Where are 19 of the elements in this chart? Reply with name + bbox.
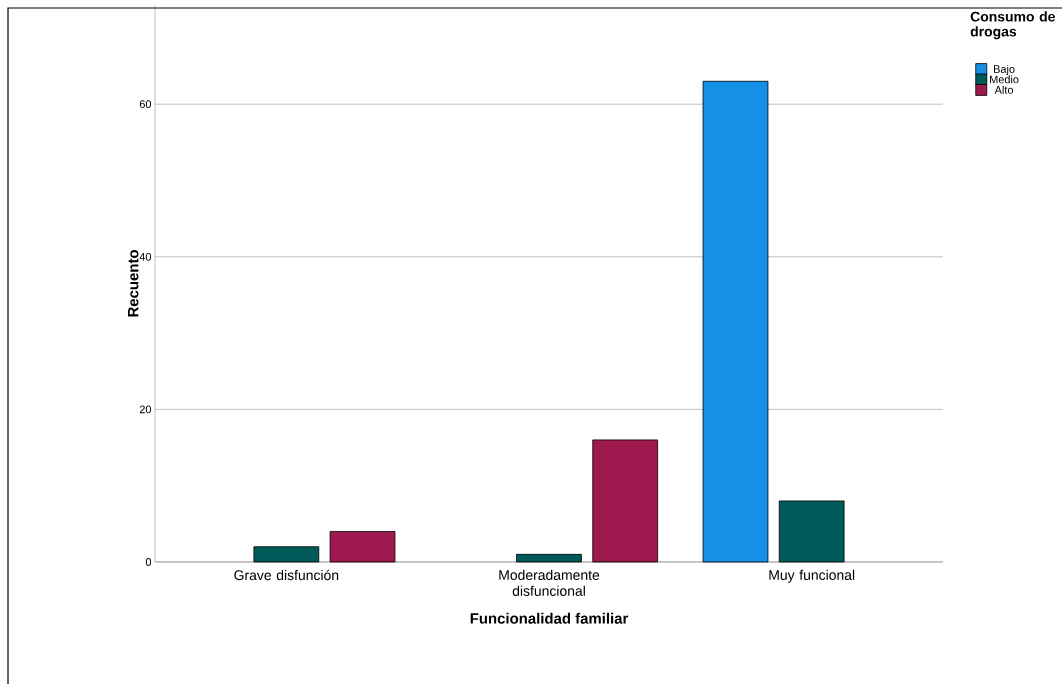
bar: [329, 531, 396, 563]
bar: [592, 439, 659, 563]
legend-label: Alto: [994, 85, 1014, 94]
bar: [253, 546, 320, 563]
legend-title: Consumo de drogas: [970, 11, 1055, 40]
bar: [778, 500, 845, 563]
x-axis-title: Funcionalidad familiar: [470, 612, 629, 624]
legend-label: Medio: [990, 75, 1019, 84]
x-tick-label: Grave disfunción: [234, 569, 339, 581]
bar: [702, 80, 769, 563]
y-tick-label: 60: [139, 100, 152, 109]
y-tick-label: 20: [139, 405, 152, 414]
x-tick-label: Moderadamente disfuncional: [499, 569, 600, 596]
x-tick-label: Muy funcional: [769, 569, 855, 583]
legend-label: Bajo: [994, 64, 1015, 76]
y-tick-label: 0: [145, 558, 152, 566]
y-tick-label: 40: [139, 252, 152, 261]
y-axis-title: Recuento: [128, 250, 139, 317]
bar: [516, 553, 582, 563]
